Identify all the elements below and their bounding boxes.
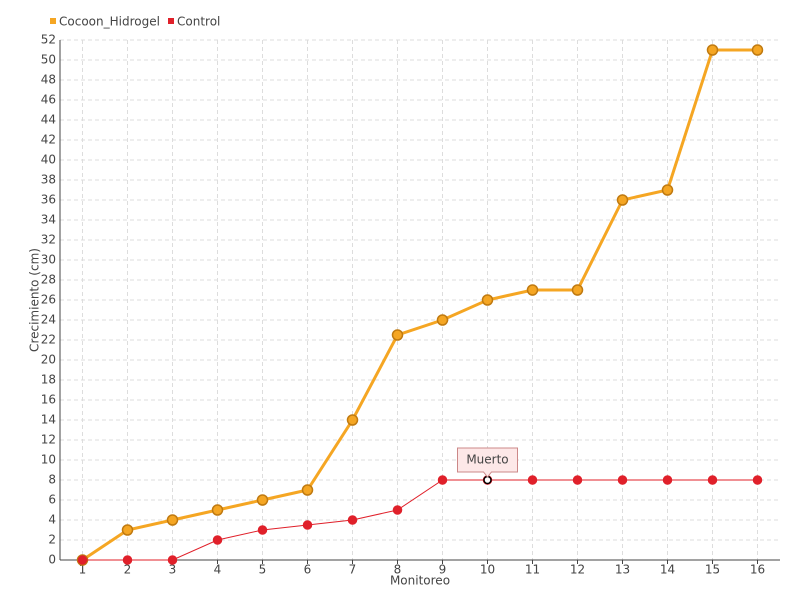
x-tick-label: 4 xyxy=(214,563,222,577)
x-tick-label: 5 xyxy=(259,563,267,577)
x-tick-label: 14 xyxy=(660,563,675,577)
y-tick-label: 48 xyxy=(41,73,56,87)
data-point xyxy=(302,520,313,530)
legend-swatch xyxy=(50,18,56,24)
y-tick-label: 50 xyxy=(41,53,56,67)
y-tick-label: 44 xyxy=(41,113,56,127)
y-tick-label: 28 xyxy=(41,273,56,287)
x-tick-label: 6 xyxy=(304,563,312,577)
y-tick-label: 2 xyxy=(48,533,56,547)
data-point xyxy=(616,194,629,206)
data-point xyxy=(257,525,268,535)
x-tick-label: 12 xyxy=(570,563,585,577)
y-tick-label: 8 xyxy=(48,473,56,487)
data-point xyxy=(752,475,763,485)
y-tick-label: 30 xyxy=(41,253,56,267)
legend-label: Control xyxy=(177,15,220,29)
x-tick-label: 9 xyxy=(439,563,447,577)
data-point xyxy=(347,515,358,525)
y-tick-label: 42 xyxy=(41,133,56,147)
data-point xyxy=(167,555,178,565)
y-tick-label: 26 xyxy=(41,293,56,307)
annotation-box xyxy=(457,447,518,478)
series-line xyxy=(82,479,758,561)
y-tick-label: 40 xyxy=(41,153,56,167)
data-point xyxy=(662,475,673,485)
y-tick-label: 14 xyxy=(41,413,56,427)
data-point xyxy=(392,505,403,515)
x-tick-label: 1 xyxy=(79,563,87,577)
data-point xyxy=(77,555,88,565)
data-point xyxy=(301,484,314,496)
y-tick-label: 0 xyxy=(48,553,56,567)
annotation-text: Muerto xyxy=(466,453,508,467)
data-point xyxy=(706,44,719,56)
y-axis-label: Crecimiento (cm) xyxy=(28,248,42,352)
x-tick-label: 16 xyxy=(750,563,765,577)
x-tick-label: 15 xyxy=(705,563,720,577)
x-axis-label: Monitoreo xyxy=(390,574,450,588)
x-tick-label: 2 xyxy=(124,563,132,577)
data-point xyxy=(707,475,718,485)
y-tick-label: 46 xyxy=(41,93,56,107)
data-point xyxy=(751,44,764,56)
data-point xyxy=(481,294,494,306)
data-point xyxy=(391,329,404,341)
x-tick-label: 10 xyxy=(480,563,495,577)
x-tick-label: 13 xyxy=(615,563,630,577)
y-tick-label: 16 xyxy=(41,393,56,407)
data-point xyxy=(256,494,269,506)
data-point xyxy=(437,475,448,485)
legend-label: Cocoon_Hidrogel xyxy=(59,15,160,29)
y-tick-label: 10 xyxy=(41,453,56,467)
data-point xyxy=(661,184,674,196)
data-point xyxy=(122,555,133,565)
data-point xyxy=(526,284,539,296)
series-line xyxy=(81,48,758,562)
legend-swatch xyxy=(168,18,174,24)
data-point xyxy=(617,475,628,485)
x-tick-label: 3 xyxy=(169,563,177,577)
data-point xyxy=(527,475,538,485)
data-point xyxy=(211,504,224,516)
data-point xyxy=(121,524,134,536)
y-tick-label: 34 xyxy=(41,213,56,227)
y-tick-label: 36 xyxy=(41,193,56,207)
data-point xyxy=(571,284,584,296)
y-tick-label: 20 xyxy=(41,353,56,367)
data-point xyxy=(346,414,359,426)
data-point xyxy=(436,314,449,326)
y-tick-label: 38 xyxy=(41,173,56,187)
y-tick-label: 22 xyxy=(41,333,56,347)
y-tick-label: 18 xyxy=(41,373,56,387)
y-tick-label: 6 xyxy=(48,493,56,507)
y-tick-label: 32 xyxy=(41,233,56,247)
y-tick-label: 52 xyxy=(41,33,56,47)
x-tick-label: 11 xyxy=(525,563,540,577)
y-tick-label: 4 xyxy=(48,513,56,527)
x-tick-label: 8 xyxy=(394,563,402,577)
data-point xyxy=(166,514,179,526)
y-tick-label: 12 xyxy=(41,433,56,447)
x-tick-label: 7 xyxy=(349,563,357,577)
data-point xyxy=(212,535,223,545)
y-tick-label: 24 xyxy=(41,313,56,327)
data-point xyxy=(572,475,583,485)
